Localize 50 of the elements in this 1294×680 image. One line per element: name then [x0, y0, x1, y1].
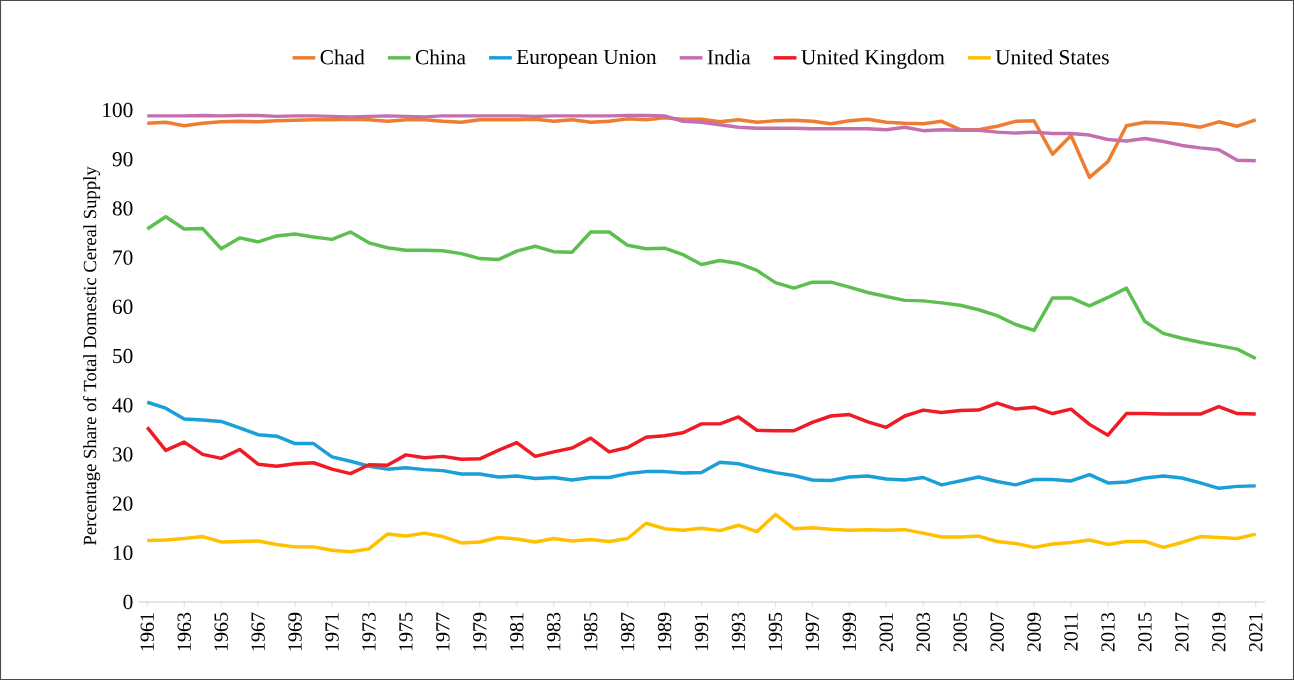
y-tick-label: 60	[112, 299, 133, 314]
x-tick-label: 1971	[325, 613, 339, 651]
x-tick-label: 2011	[1064, 613, 1078, 651]
y-tick-label: 0	[123, 594, 133, 610]
line-series	[145, 215, 1258, 361]
x-tick-label: 1995	[768, 612, 783, 651]
x-tick-label: 2021	[1249, 613, 1263, 652]
x-tick-label: 2007	[990, 612, 1004, 652]
y-tick-label: 40	[112, 398, 133, 413]
legend-label: India	[707, 49, 751, 65]
x-tick-label: 1969	[288, 612, 302, 651]
x-tick-label: 1963	[177, 612, 191, 651]
legend-label: United States	[995, 49, 1109, 65]
x-tick-label: 1961	[140, 613, 154, 651]
legend-label: China	[415, 49, 466, 65]
x-tick-label: 2013	[1101, 612, 1115, 652]
x-tick-label: 1977	[436, 612, 450, 651]
y-tick-label: 20	[112, 496, 133, 511]
x-tick-label: 1993	[731, 612, 746, 651]
x-tick-label: 2003	[916, 612, 930, 652]
y-tick-label: 80	[112, 201, 133, 216]
legend-label: United Kingdom	[801, 49, 945, 69]
x-tick-label: 2001	[879, 613, 893, 652]
y-tick-label: 30	[112, 447, 133, 462]
x-tick-label: 2019	[1212, 612, 1226, 652]
x-tick-label: 2005	[953, 612, 967, 652]
x-tick-label: 1981	[510, 613, 524, 651]
y-tick-label: 50	[113, 348, 133, 364]
x-tick-label: 1979	[473, 612, 487, 651]
x-tick-label: 1997	[805, 612, 820, 651]
x-tick-label: 2009	[1027, 612, 1041, 652]
x-tick-label: 1973	[362, 612, 376, 651]
x-tick-label: 1983	[546, 612, 561, 651]
y-tick-label: 70	[113, 250, 133, 265]
x-tick-label: 1965	[214, 612, 228, 651]
x-tick-label: 1999	[842, 612, 857, 651]
y-tick-label: 90	[112, 152, 133, 167]
x-tick-label: 1991	[694, 613, 709, 651]
x-tick-label: 1985	[583, 612, 598, 651]
y-axis-title: Percentage Share of Total Domestic Cereal Supply	[82, 166, 101, 546]
x-tick-label: 2017	[1175, 612, 1189, 652]
legend-label: Chad	[320, 49, 365, 65]
x-tick-label: 1987	[620, 612, 635, 651]
x-tick-label: 1967	[251, 612, 265, 651]
x-tick-label: 1989	[657, 612, 672, 651]
x-tick-label: 1975	[399, 612, 413, 651]
y-tick-label: 10	[113, 545, 133, 560]
y-tick-label: 100	[103, 102, 133, 118]
x-tick-label: 2015	[1138, 612, 1152, 652]
legend-label: European Union	[516, 49, 657, 69]
